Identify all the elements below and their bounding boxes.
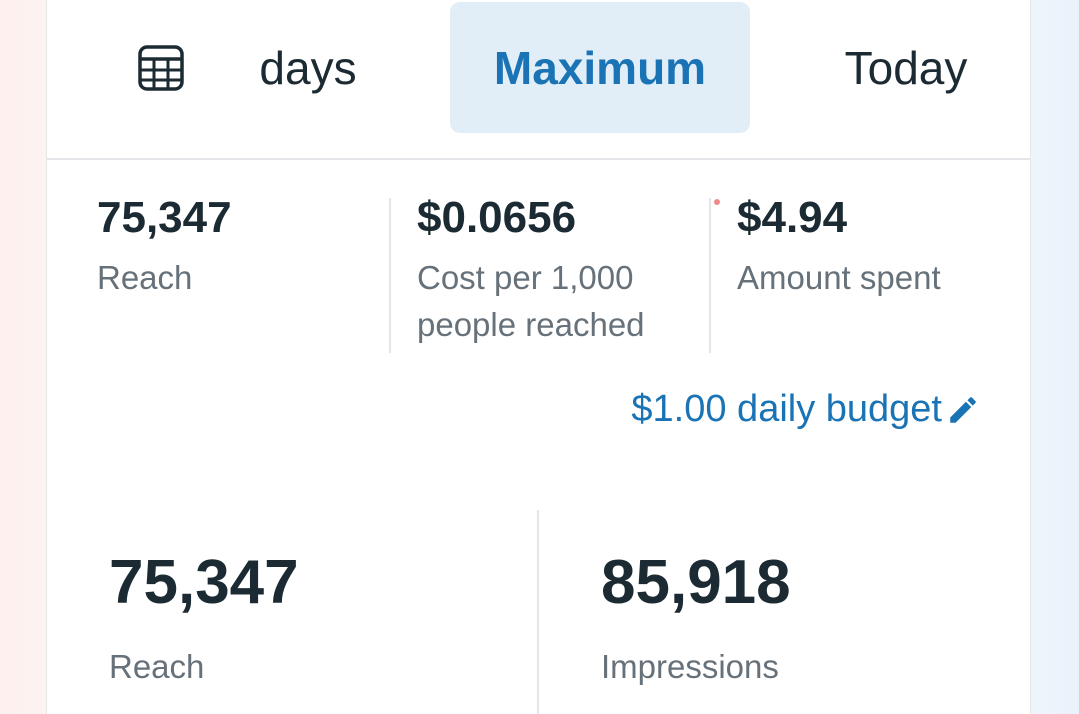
metric-value: 75,347 [97,193,232,242]
tab-maximum[interactable]: Maximum [450,2,750,133]
metric-label: Reach [97,259,193,296]
pencil-icon[interactable] [946,393,980,427]
tab-today[interactable]: Today [844,41,968,94]
date-range-tabs: days Maximum Today [47,0,1030,160]
metric-value: $4.94 [737,193,848,242]
divider [389,198,391,353]
summary-value: 75,347 [109,548,299,617]
metric-reach: 75,347 Reach [97,196,232,301]
summary-reach: 75,347 Reach [109,552,299,686]
divider [537,510,539,714]
metric-cost-per-1000: $0.0656 Cost per 1,000 people reached [417,196,677,348]
notification-dot [714,199,720,205]
ad-insights-card: days Maximum Today 75,347 Reach $0.0656 … [46,0,1031,714]
daily-budget-link[interactable]: $1.00 daily budget [631,388,980,431]
summary-label: Impressions [601,648,779,685]
summary-value: 85,918 [601,548,791,617]
metric-label: Amount spent [737,259,941,296]
metric-label: Cost per 1,000 people reached [417,259,645,343]
summary-impressions: 85,918 Impressions [601,552,791,686]
metric-value: $0.0656 [417,193,577,242]
divider [709,198,711,353]
daily-budget-text: $1.00 daily budget [631,388,942,430]
metric-amount-spent: $4.94 Amount spent [737,196,941,301]
calendar-table-icon[interactable] [137,44,185,92]
tab-days[interactable]: days [259,41,357,94]
summary-label: Reach [109,648,205,685]
